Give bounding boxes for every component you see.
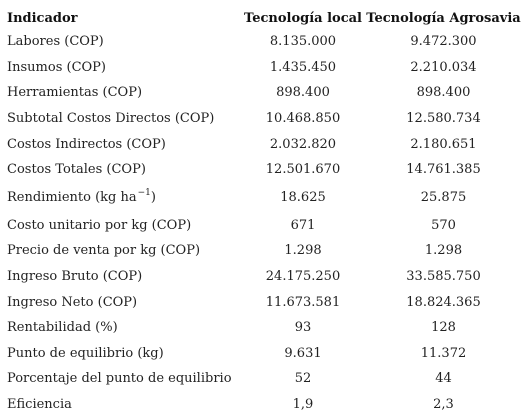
table-row: Subtotal Costos Directos (COP) 10.468.85… bbox=[7, 106, 522, 132]
local-value: 18.625 bbox=[280, 190, 326, 206]
header-row: Indicador Tecnología local Tecnología Ag… bbox=[7, 8, 522, 29]
header-tecnologia-local: Tecnología local bbox=[244, 11, 362, 26]
local-value: 12.501.670 bbox=[265, 162, 341, 178]
local-value: 52 bbox=[294, 371, 312, 387]
agrosavia-value: 2.210.034 bbox=[410, 59, 477, 75]
row-label-close: ) bbox=[150, 190, 156, 206]
local-value: 8.135.000 bbox=[269, 34, 337, 50]
local-value: 2.032.820 bbox=[269, 136, 337, 152]
table-row: Costo unitario por kg (COP) 671 570 bbox=[7, 213, 522, 239]
local-value: 11.673.581 bbox=[265, 294, 341, 310]
table-row: Herramientas (COP) 898.400 898.400 bbox=[7, 80, 522, 106]
row-label: Ingreso Bruto (COP) bbox=[7, 269, 143, 285]
agrosavia-value: 898.400 bbox=[416, 85, 471, 101]
agrosavia-value: 9.472.300 bbox=[410, 34, 477, 50]
header-tecnologia-agrosavia: Tecnología Agrosavia bbox=[366, 11, 521, 26]
row-label: Eficiencia bbox=[7, 397, 72, 413]
agrosavia-value: 18.824.365 bbox=[406, 294, 481, 310]
agrosavia-value: 11.372 bbox=[420, 345, 467, 361]
agrosavia-value: 44 bbox=[435, 371, 452, 387]
agrosavia-value: 33.585.750 bbox=[406, 269, 481, 285]
row-label-text: Rendimiento (kg ha bbox=[7, 190, 137, 206]
table-row: Costos Totales (COP) 12.501.670 14.761.3… bbox=[7, 157, 522, 183]
row-label: Herramientas (COP) bbox=[7, 85, 143, 101]
table-row: Eficiencia 1,9 2,3 bbox=[7, 392, 522, 417]
local-value: 671 bbox=[290, 217, 316, 233]
table-row: Labores (COP) 8.135.000 9.472.300 bbox=[7, 29, 522, 55]
agrosavia-value: 25.875 bbox=[420, 190, 467, 206]
table-row: Ingreso Neto (COP) 11.673.581 18.824.365 bbox=[7, 289, 522, 315]
table-row: Punto de equilibrio (kg) 9.631 11.372 bbox=[7, 341, 522, 367]
row-label: Insumos (COP) bbox=[7, 59, 107, 75]
local-value: 24.175.250 bbox=[265, 269, 341, 285]
agrosavia-value: 1.298 bbox=[424, 243, 463, 259]
agrosavia-value: 14.761.385 bbox=[406, 162, 481, 178]
local-value: 898.400 bbox=[276, 85, 330, 101]
table-row: Rendimiento (kg ha−1) 18.625 25.875 bbox=[7, 183, 522, 213]
table-row: Rentabilidad (%) 93 128 bbox=[7, 315, 522, 341]
row-label: Costo unitario por kg (COP) bbox=[7, 217, 192, 233]
row-label: Rendimiento (kg ha−1) bbox=[7, 183, 241, 213]
local-value: 9.631 bbox=[284, 345, 322, 361]
agrosavia-value: 570 bbox=[431, 217, 456, 233]
local-value: 10.468.850 bbox=[265, 111, 341, 127]
row-label: Punto de equilibrio (kg) bbox=[7, 345, 164, 361]
row-label: Costos Indirectos (COP) bbox=[7, 136, 166, 152]
row-label: Ingreso Neto (COP) bbox=[7, 294, 138, 310]
row-label: Labores (COP) bbox=[7, 34, 104, 50]
agrosavia-value: 2.180.651 bbox=[410, 136, 477, 152]
table-row: Porcentaje del punto de equilibrio 52 44 bbox=[7, 366, 522, 392]
table-row: Insumos (COP) 1.435.450 2.210.034 bbox=[7, 55, 522, 81]
header-indicador: Indicador bbox=[7, 11, 78, 26]
local-value: 1.298 bbox=[284, 243, 322, 259]
cost-comparison-table: Indicador Tecnología local Tecnología Ag… bbox=[7, 8, 522, 417]
table-body: Labores (COP) 8.135.000 9.472.300 Insumo… bbox=[7, 29, 522, 417]
row-label: Rentabilidad (%) bbox=[7, 320, 118, 336]
agrosavia-value: 12.580.734 bbox=[406, 111, 481, 127]
row-label: Porcentaje del punto de equilibrio bbox=[7, 371, 232, 387]
row-label: Subtotal Costos Directos (COP) bbox=[7, 111, 215, 127]
table-row: Costos Indirectos (COP) 2.032.820 2.180.… bbox=[7, 131, 522, 157]
table-header: Indicador Tecnología local Tecnología Ag… bbox=[7, 8, 522, 29]
local-value: 1.435.450 bbox=[269, 59, 337, 75]
agrosavia-value: 128 bbox=[431, 320, 456, 336]
agrosavia-value: 2,3 bbox=[433, 397, 454, 413]
row-label: Precio de venta por kg (COP) bbox=[7, 243, 201, 259]
superscript: −1 bbox=[137, 188, 151, 199]
local-value: 1,9 bbox=[292, 397, 314, 413]
local-value: 93 bbox=[294, 320, 312, 336]
row-label: Costos Totales (COP) bbox=[7, 162, 146, 178]
table-row: Ingreso Bruto (COP) 24.175.250 33.585.75… bbox=[7, 264, 522, 290]
table-row: Precio de venta por kg (COP) 1.298 1.298 bbox=[7, 238, 522, 264]
